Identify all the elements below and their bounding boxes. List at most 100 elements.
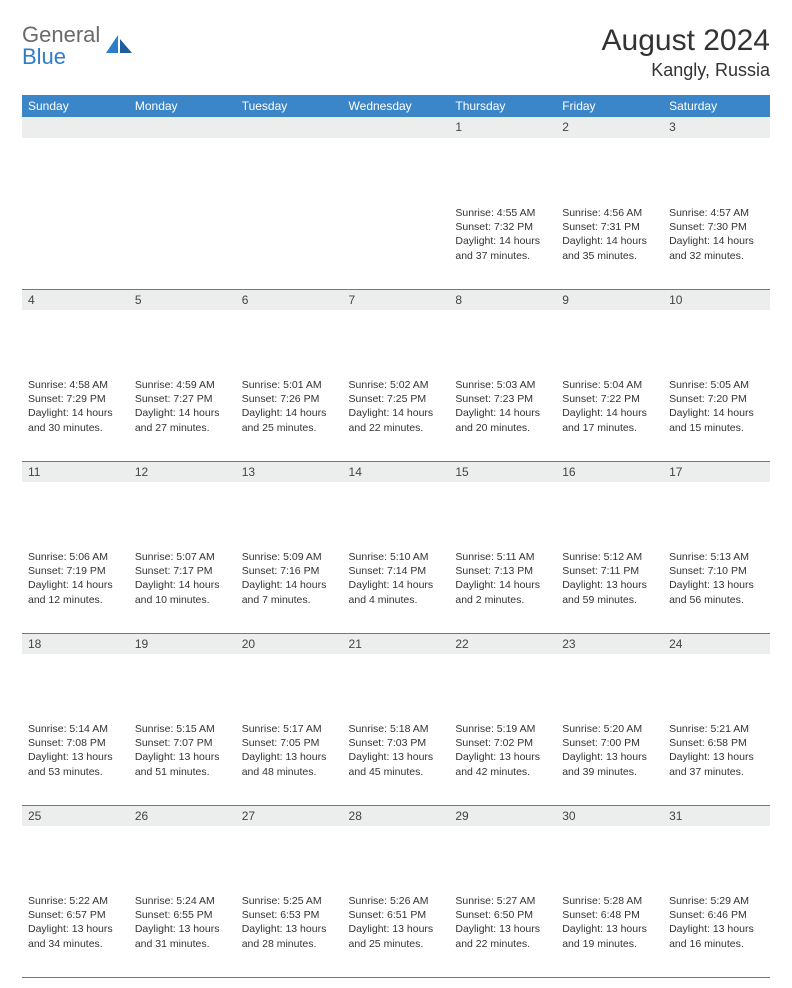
- day-content: Sunrise: 5:18 AMSunset: 7:03 PMDaylight:…: [343, 719, 450, 785]
- sunset-text: Sunset: 7:05 PM: [242, 736, 337, 750]
- day-content: Sunrise: 5:29 AMSunset: 6:46 PMDaylight:…: [663, 891, 770, 957]
- sunrise-text: Sunrise: 5:20 AM: [562, 722, 657, 736]
- sunrise-text: Sunrise: 5:06 AM: [28, 550, 123, 564]
- week-content-row: Sunrise: 4:55 AMSunset: 7:32 PMDaylight:…: [22, 203, 770, 289]
- daylight-text: and 7 minutes.: [242, 593, 337, 607]
- day-number: 21: [343, 634, 450, 655]
- sunset-text: Sunset: 7:14 PM: [349, 564, 444, 578]
- daylight-text: Daylight: 13 hours: [242, 922, 337, 936]
- sunset-text: Sunset: 7:29 PM: [28, 392, 123, 406]
- day-number-cell: 25: [22, 805, 129, 891]
- calendar-body: 123Sunrise: 4:55 AMSunset: 7:32 PMDaylig…: [22, 117, 770, 977]
- daylight-text: Daylight: 13 hours: [349, 750, 444, 764]
- day-cell: [343, 203, 450, 289]
- day-cell: Sunrise: 5:24 AMSunset: 6:55 PMDaylight:…: [129, 891, 236, 977]
- sunrise-text: Sunrise: 5:13 AM: [669, 550, 764, 564]
- day-cell: Sunrise: 4:57 AMSunset: 7:30 PMDaylight:…: [663, 203, 770, 289]
- day-number-cell: 6: [236, 289, 343, 375]
- day-number-cell: 4: [22, 289, 129, 375]
- day-content: Sunrise: 4:57 AMSunset: 7:30 PMDaylight:…: [663, 203, 770, 269]
- col-monday: Monday: [129, 95, 236, 117]
- daylight-text: and 25 minutes.: [242, 421, 337, 435]
- day-content: Sunrise: 5:11 AMSunset: 7:13 PMDaylight:…: [449, 547, 556, 613]
- sunset-text: Sunset: 6:48 PM: [562, 908, 657, 922]
- day-number-cell: 7: [343, 289, 450, 375]
- day-number: [236, 117, 343, 138]
- daylight-text: and 15 minutes.: [669, 421, 764, 435]
- sunrise-text: Sunrise: 5:22 AM: [28, 894, 123, 908]
- sunset-text: Sunset: 7:10 PM: [669, 564, 764, 578]
- day-number-cell: 19: [129, 633, 236, 719]
- daylight-text: and 34 minutes.: [28, 937, 123, 951]
- daylight-text: and 51 minutes.: [135, 765, 230, 779]
- sunset-text: Sunset: 7:26 PM: [242, 392, 337, 406]
- sunrise-text: Sunrise: 4:56 AM: [562, 206, 657, 220]
- daylight-text: Daylight: 14 hours: [135, 406, 230, 420]
- daylight-text: and 48 minutes.: [242, 765, 337, 779]
- day-cell: Sunrise: 5:15 AMSunset: 7:07 PMDaylight:…: [129, 719, 236, 805]
- sunrise-text: Sunrise: 5:15 AM: [135, 722, 230, 736]
- day-number-cell: 28: [343, 805, 450, 891]
- sunset-text: Sunset: 6:55 PM: [135, 908, 230, 922]
- sunset-text: Sunset: 7:20 PM: [669, 392, 764, 406]
- sunrise-text: Sunrise: 5:03 AM: [455, 378, 550, 392]
- day-number: 3: [663, 117, 770, 138]
- sunrise-text: Sunrise: 5:26 AM: [349, 894, 444, 908]
- daylight-text: Daylight: 14 hours: [242, 406, 337, 420]
- daylight-text: and 31 minutes.: [135, 937, 230, 951]
- day-number-cell: [236, 117, 343, 203]
- daylight-text: Daylight: 13 hours: [669, 750, 764, 764]
- daylight-text: Daylight: 14 hours: [562, 234, 657, 248]
- daylight-text: and 37 minutes.: [669, 765, 764, 779]
- daylight-text: and 22 minutes.: [349, 421, 444, 435]
- sunset-text: Sunset: 6:53 PM: [242, 908, 337, 922]
- day-cell: Sunrise: 5:17 AMSunset: 7:05 PMDaylight:…: [236, 719, 343, 805]
- week-content-row: Sunrise: 5:14 AMSunset: 7:08 PMDaylight:…: [22, 719, 770, 805]
- daylight-text: Daylight: 14 hours: [242, 578, 337, 592]
- sunrise-text: Sunrise: 5:21 AM: [669, 722, 764, 736]
- daylight-text: Daylight: 14 hours: [455, 406, 550, 420]
- daylight-text: and 20 minutes.: [455, 421, 550, 435]
- day-cell: Sunrise: 5:18 AMSunset: 7:03 PMDaylight:…: [343, 719, 450, 805]
- day-content: Sunrise: 5:10 AMSunset: 7:14 PMDaylight:…: [343, 547, 450, 613]
- sunrise-text: Sunrise: 5:19 AM: [455, 722, 550, 736]
- week-content-row: Sunrise: 5:22 AMSunset: 6:57 PMDaylight:…: [22, 891, 770, 977]
- day-number: 27: [236, 806, 343, 827]
- sunset-text: Sunset: 6:58 PM: [669, 736, 764, 750]
- day-content: Sunrise: 5:13 AMSunset: 7:10 PMDaylight:…: [663, 547, 770, 613]
- sunrise-text: Sunrise: 5:11 AM: [455, 550, 550, 564]
- daylight-text: Daylight: 13 hours: [349, 922, 444, 936]
- logo-text-block: General Blue: [22, 24, 100, 68]
- day-content: Sunrise: 4:55 AMSunset: 7:32 PMDaylight:…: [449, 203, 556, 269]
- day-number-cell: 15: [449, 461, 556, 547]
- day-cell: Sunrise: 5:20 AMSunset: 7:00 PMDaylight:…: [556, 719, 663, 805]
- sunrise-text: Sunrise: 5:07 AM: [135, 550, 230, 564]
- day-number-cell: 17: [663, 461, 770, 547]
- sunset-text: Sunset: 7:19 PM: [28, 564, 123, 578]
- day-cell: [129, 203, 236, 289]
- sunset-text: Sunset: 7:03 PM: [349, 736, 444, 750]
- daylight-text: Daylight: 13 hours: [28, 750, 123, 764]
- daylight-text: Daylight: 13 hours: [562, 750, 657, 764]
- day-number: 15: [449, 462, 556, 483]
- daylight-text: Daylight: 14 hours: [349, 578, 444, 592]
- daylight-text: Daylight: 13 hours: [669, 922, 764, 936]
- day-number: 31: [663, 806, 770, 827]
- day-content: Sunrise: 5:27 AMSunset: 6:50 PMDaylight:…: [449, 891, 556, 957]
- day-content: Sunrise: 5:01 AMSunset: 7:26 PMDaylight:…: [236, 375, 343, 441]
- day-number-cell: 14: [343, 461, 450, 547]
- month-title: August 2024: [602, 24, 770, 58]
- day-number: 24: [663, 634, 770, 655]
- day-number-cell: 13: [236, 461, 343, 547]
- daylight-text: and 4 minutes.: [349, 593, 444, 607]
- sunrise-text: Sunrise: 5:18 AM: [349, 722, 444, 736]
- day-number: 23: [556, 634, 663, 655]
- day-cell: Sunrise: 5:09 AMSunset: 7:16 PMDaylight:…: [236, 547, 343, 633]
- day-number-cell: 29: [449, 805, 556, 891]
- daylight-text: Daylight: 14 hours: [455, 578, 550, 592]
- day-content: Sunrise: 5:05 AMSunset: 7:20 PMDaylight:…: [663, 375, 770, 441]
- daylight-text: and 25 minutes.: [349, 937, 444, 951]
- day-content: Sunrise: 5:04 AMSunset: 7:22 PMDaylight:…: [556, 375, 663, 441]
- col-saturday: Saturday: [663, 95, 770, 117]
- day-number-cell: 20: [236, 633, 343, 719]
